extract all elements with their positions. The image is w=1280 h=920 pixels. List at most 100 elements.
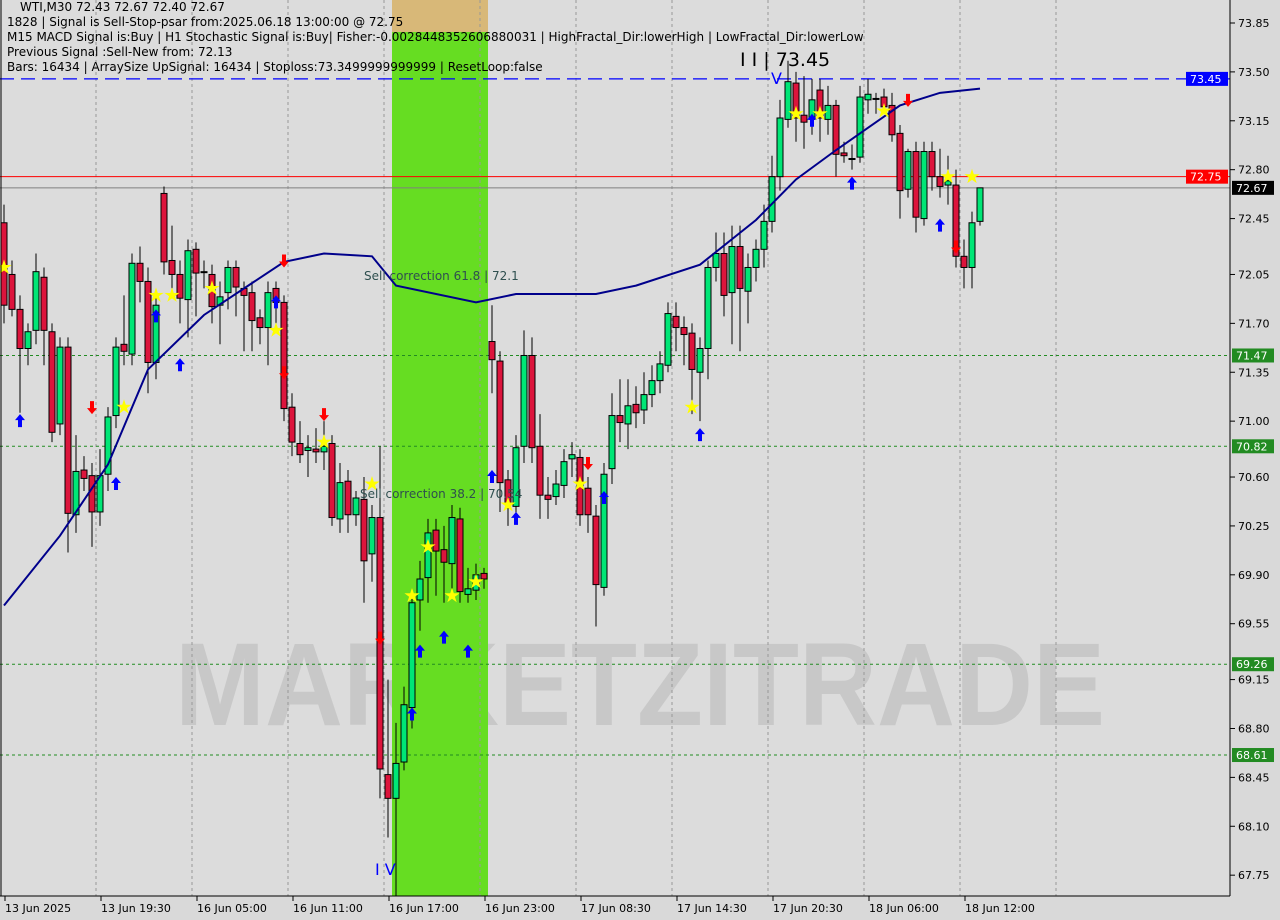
candle-body	[536, 445, 544, 496]
candle	[112, 337, 120, 429]
candle-body	[352, 497, 360, 516]
candle	[312, 428, 320, 464]
candle	[8, 260, 16, 317]
candle-body	[408, 602, 416, 709]
candle	[800, 76, 808, 149]
candle-body	[640, 394, 648, 411]
sell-correction-618-label: Sell correction 61.8 | 72.1	[364, 269, 519, 283]
candle-body	[128, 262, 136, 355]
candle	[768, 155, 776, 233]
candle-body	[480, 572, 488, 580]
candle-body	[704, 266, 712, 350]
star-signal-icon	[444, 587, 460, 603]
candle	[488, 305, 496, 394]
x-tick-label: 18 Jun 06:00	[869, 902, 939, 915]
candle	[832, 99, 840, 177]
candle-body	[464, 588, 472, 595]
candle-body	[728, 246, 736, 294]
candle-body	[664, 313, 672, 366]
bars-info: Bars: 16434 | ArraySize UpSignal: 16434 …	[7, 60, 543, 74]
sell-arrow-icon	[583, 457, 593, 471]
candle-body	[904, 151, 912, 190]
candle	[592, 504, 600, 627]
price-axis	[1230, 0, 1280, 920]
y-tick-label: 69.90	[1238, 569, 1270, 582]
candle-body	[936, 176, 944, 187]
candle	[864, 78, 872, 114]
y-tick-label: 73.50	[1238, 66, 1270, 79]
candle	[144, 267, 152, 394]
candle	[600, 463, 608, 596]
wave-top-label: I I | 73.45	[740, 49, 830, 71]
candle-body	[280, 301, 288, 410]
candle	[896, 124, 904, 219]
buy-arrow-icon	[695, 428, 705, 442]
candle	[136, 246, 144, 303]
highlight-zone	[392, 32, 488, 896]
candle-body	[176, 273, 184, 299]
candle-body	[976, 187, 984, 222]
x-tick-label: 16 Jun 23:00	[485, 902, 555, 915]
x-tick-label: 18 Jun 12:00	[965, 902, 1035, 915]
candle-body	[792, 82, 800, 119]
candle-body	[80, 469, 88, 479]
candle-body	[560, 461, 568, 486]
candle-body	[768, 176, 776, 222]
sell-arrow-icon	[319, 408, 329, 422]
candle	[224, 260, 232, 310]
star-signal-icon	[116, 399, 132, 414]
candle-body	[368, 517, 376, 555]
candle-body	[632, 403, 640, 414]
candle-body	[72, 470, 80, 516]
candle	[256, 309, 264, 345]
buy-arrow-icon	[511, 511, 521, 525]
price-label: 72.67	[1236, 182, 1268, 195]
candle	[928, 141, 936, 191]
candle	[192, 242, 200, 317]
candle-body	[32, 271, 40, 331]
candle	[904, 148, 912, 198]
candle	[704, 260, 712, 380]
candle	[712, 232, 720, 282]
buy-arrow-icon	[271, 295, 281, 309]
candle	[784, 60, 792, 128]
candle	[296, 421, 304, 464]
candle-body	[968, 222, 976, 268]
signal-info: 1828 | Signal is Sell-Stop-psar from:202…	[7, 15, 404, 29]
candle-body	[672, 315, 680, 329]
candle	[680, 316, 688, 366]
y-tick-label: 72.05	[1238, 268, 1270, 281]
buy-arrow-icon	[847, 176, 857, 190]
candle	[528, 337, 536, 464]
candle-body	[752, 248, 760, 268]
candle-body	[784, 81, 792, 120]
candle-body	[184, 250, 192, 301]
macd-info: M15 MACD Signal is:Buy | H1 Stochastic S…	[7, 30, 864, 44]
candle-body	[304, 447, 312, 451]
star-signal-icon	[316, 434, 332, 449]
candle	[32, 253, 40, 345]
candle	[160, 186, 168, 275]
candle	[320, 421, 328, 471]
buy-arrow-icon	[15, 414, 25, 428]
candle	[416, 560, 424, 631]
candle-body	[24, 331, 32, 350]
candle	[104, 407, 112, 491]
candle-body	[88, 475, 96, 513]
candle	[64, 337, 72, 553]
candle-body	[568, 454, 576, 460]
candle	[360, 477, 368, 603]
buy-arrow-icon	[415, 644, 425, 658]
candle-body	[488, 341, 496, 361]
y-tick-label: 68.10	[1238, 820, 1270, 833]
price-label: 73.45	[1190, 73, 1222, 86]
candle-body	[264, 292, 272, 329]
candle-body	[872, 97, 880, 100]
candle-body	[344, 480, 352, 516]
candle-body	[384, 774, 392, 799]
candle-body	[648, 380, 656, 396]
price-label: 70.82	[1236, 440, 1268, 453]
candle-body	[800, 114, 808, 123]
buy-arrow-icon	[439, 630, 449, 644]
